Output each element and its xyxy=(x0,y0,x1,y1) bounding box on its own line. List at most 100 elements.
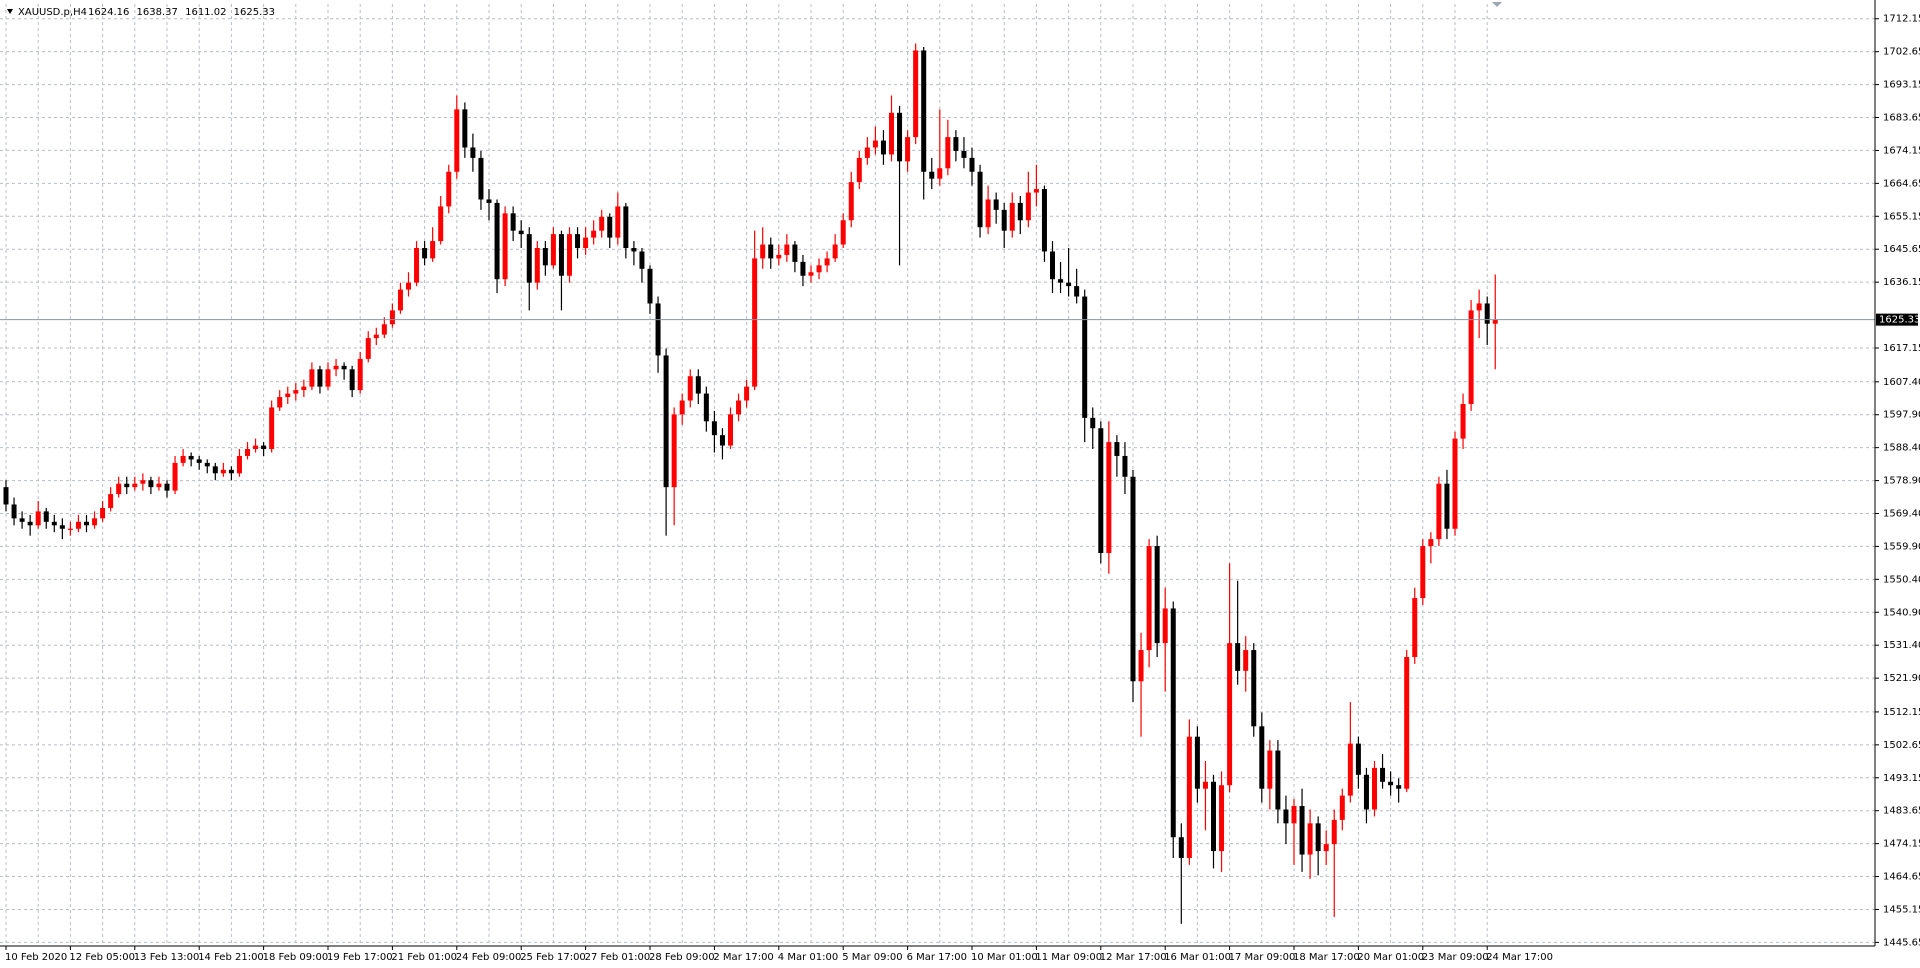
x-tick-label: 4 Mar 01:00 xyxy=(778,952,838,963)
candle-body xyxy=(59,525,65,529)
candle-body xyxy=(558,234,564,276)
candle-body xyxy=(752,258,758,387)
x-tick-label: 18 Mar 17:00 xyxy=(1293,952,1360,963)
candle-body xyxy=(1130,476,1136,682)
candle-body xyxy=(188,455,194,460)
y-tick-label: 1645.65 xyxy=(1883,244,1920,255)
candle-body xyxy=(309,369,315,387)
candle-body xyxy=(1009,202,1015,231)
candle-body xyxy=(116,483,122,495)
candle-body xyxy=(961,150,967,158)
candle-body xyxy=(816,265,822,273)
candle-body xyxy=(1082,296,1088,418)
shift-marker xyxy=(1492,2,1502,7)
candle-body xyxy=(414,248,420,283)
candle-body xyxy=(1243,650,1249,671)
candle-body xyxy=(341,365,347,370)
candle-body xyxy=(583,237,589,249)
y-tick-label: 1702.65 xyxy=(1883,47,1920,58)
candle-body xyxy=(864,147,870,158)
y-tick-label: 1693.15 xyxy=(1883,80,1920,91)
candle-body xyxy=(623,206,629,249)
candle-body xyxy=(204,462,210,467)
candle-body xyxy=(695,376,701,394)
candle-body xyxy=(1404,656,1410,789)
x-tick-label: 21 Feb 01:00 xyxy=(391,952,457,963)
candle-body xyxy=(11,504,17,519)
candle-body xyxy=(333,365,339,370)
candle-body xyxy=(1251,650,1257,727)
x-tick-label: 20 Mar 01:00 xyxy=(1357,952,1424,963)
header-close: 1625.33 xyxy=(234,7,275,18)
candle-body xyxy=(1412,598,1418,657)
candle-body xyxy=(470,147,476,158)
candle-body xyxy=(1444,483,1450,529)
candle-body xyxy=(164,483,170,491)
candle-body xyxy=(824,258,830,266)
candle-body xyxy=(542,248,548,266)
candle-body xyxy=(75,521,81,529)
candle-body xyxy=(325,369,331,387)
candle-body xyxy=(663,355,669,488)
y-tick-label: 1607.40 xyxy=(1883,377,1920,388)
candle-body xyxy=(1291,806,1297,824)
candle-body xyxy=(1138,650,1144,682)
candle-body xyxy=(808,272,814,276)
candle-body xyxy=(1202,781,1208,789)
symbol-menu-icon[interactable] xyxy=(7,9,13,14)
candle-body xyxy=(945,137,951,169)
candle-body xyxy=(1452,438,1458,529)
candle-body xyxy=(349,369,355,391)
candle-body xyxy=(430,241,436,259)
candle-body xyxy=(236,455,242,474)
candle-body xyxy=(1331,819,1337,845)
candle-body xyxy=(1211,781,1216,852)
candle-body xyxy=(212,466,218,474)
header-high: 1638.37 xyxy=(137,7,178,18)
header-open: 1624.16 xyxy=(88,7,129,18)
price-label-box xyxy=(1876,313,1918,326)
candle-body xyxy=(1436,483,1442,540)
candle-body xyxy=(711,421,717,436)
candle-body xyxy=(1227,643,1233,786)
candle-body xyxy=(784,244,790,255)
candle-body xyxy=(1154,546,1160,644)
x-tick-label: 28 Feb 09:00 xyxy=(649,952,715,963)
y-tick-label: 1655.15 xyxy=(1883,211,1920,222)
candle-body xyxy=(67,528,73,530)
candle-body xyxy=(631,248,637,252)
y-tick-label: 1455.15 xyxy=(1883,904,1920,915)
candle-body xyxy=(1339,795,1345,820)
candle-body xyxy=(840,220,846,245)
candle-body xyxy=(35,511,41,526)
x-tick-label: 6 Mar 17:00 xyxy=(907,952,967,963)
candle-body xyxy=(1460,403,1466,439)
candle-body xyxy=(832,244,838,259)
x-tick-label: 25 Feb 17:00 xyxy=(520,952,586,963)
candle-body xyxy=(285,393,291,398)
price-label: 1625.33 xyxy=(1879,315,1920,326)
candle-body xyxy=(1428,539,1434,547)
y-tick-label: 1712.15 xyxy=(1883,14,1920,25)
candle-body xyxy=(43,511,49,522)
y-tick-label: 1664.65 xyxy=(1883,178,1920,189)
candle-body xyxy=(792,244,798,262)
candle-body xyxy=(1484,303,1490,324)
candle-body xyxy=(760,244,766,259)
candle-body xyxy=(655,303,661,356)
grid xyxy=(0,4,1875,945)
candle-body xyxy=(1162,608,1168,644)
y-tick-label: 1521.90 xyxy=(1883,673,1920,684)
candle-body xyxy=(776,254,782,259)
candle-body xyxy=(800,261,806,276)
candle-body xyxy=(1307,823,1313,855)
x-tick-label: 27 Feb 01:00 xyxy=(585,952,651,963)
x-tick-label: 12 Feb 05:00 xyxy=(69,952,135,963)
candle-body xyxy=(591,230,597,238)
candle-body xyxy=(1396,785,1402,789)
candle-body xyxy=(389,310,395,325)
x-tick-label: 24 Mar 17:00 xyxy=(1486,952,1553,963)
candle-body xyxy=(269,407,275,450)
candle-body xyxy=(1025,192,1031,221)
